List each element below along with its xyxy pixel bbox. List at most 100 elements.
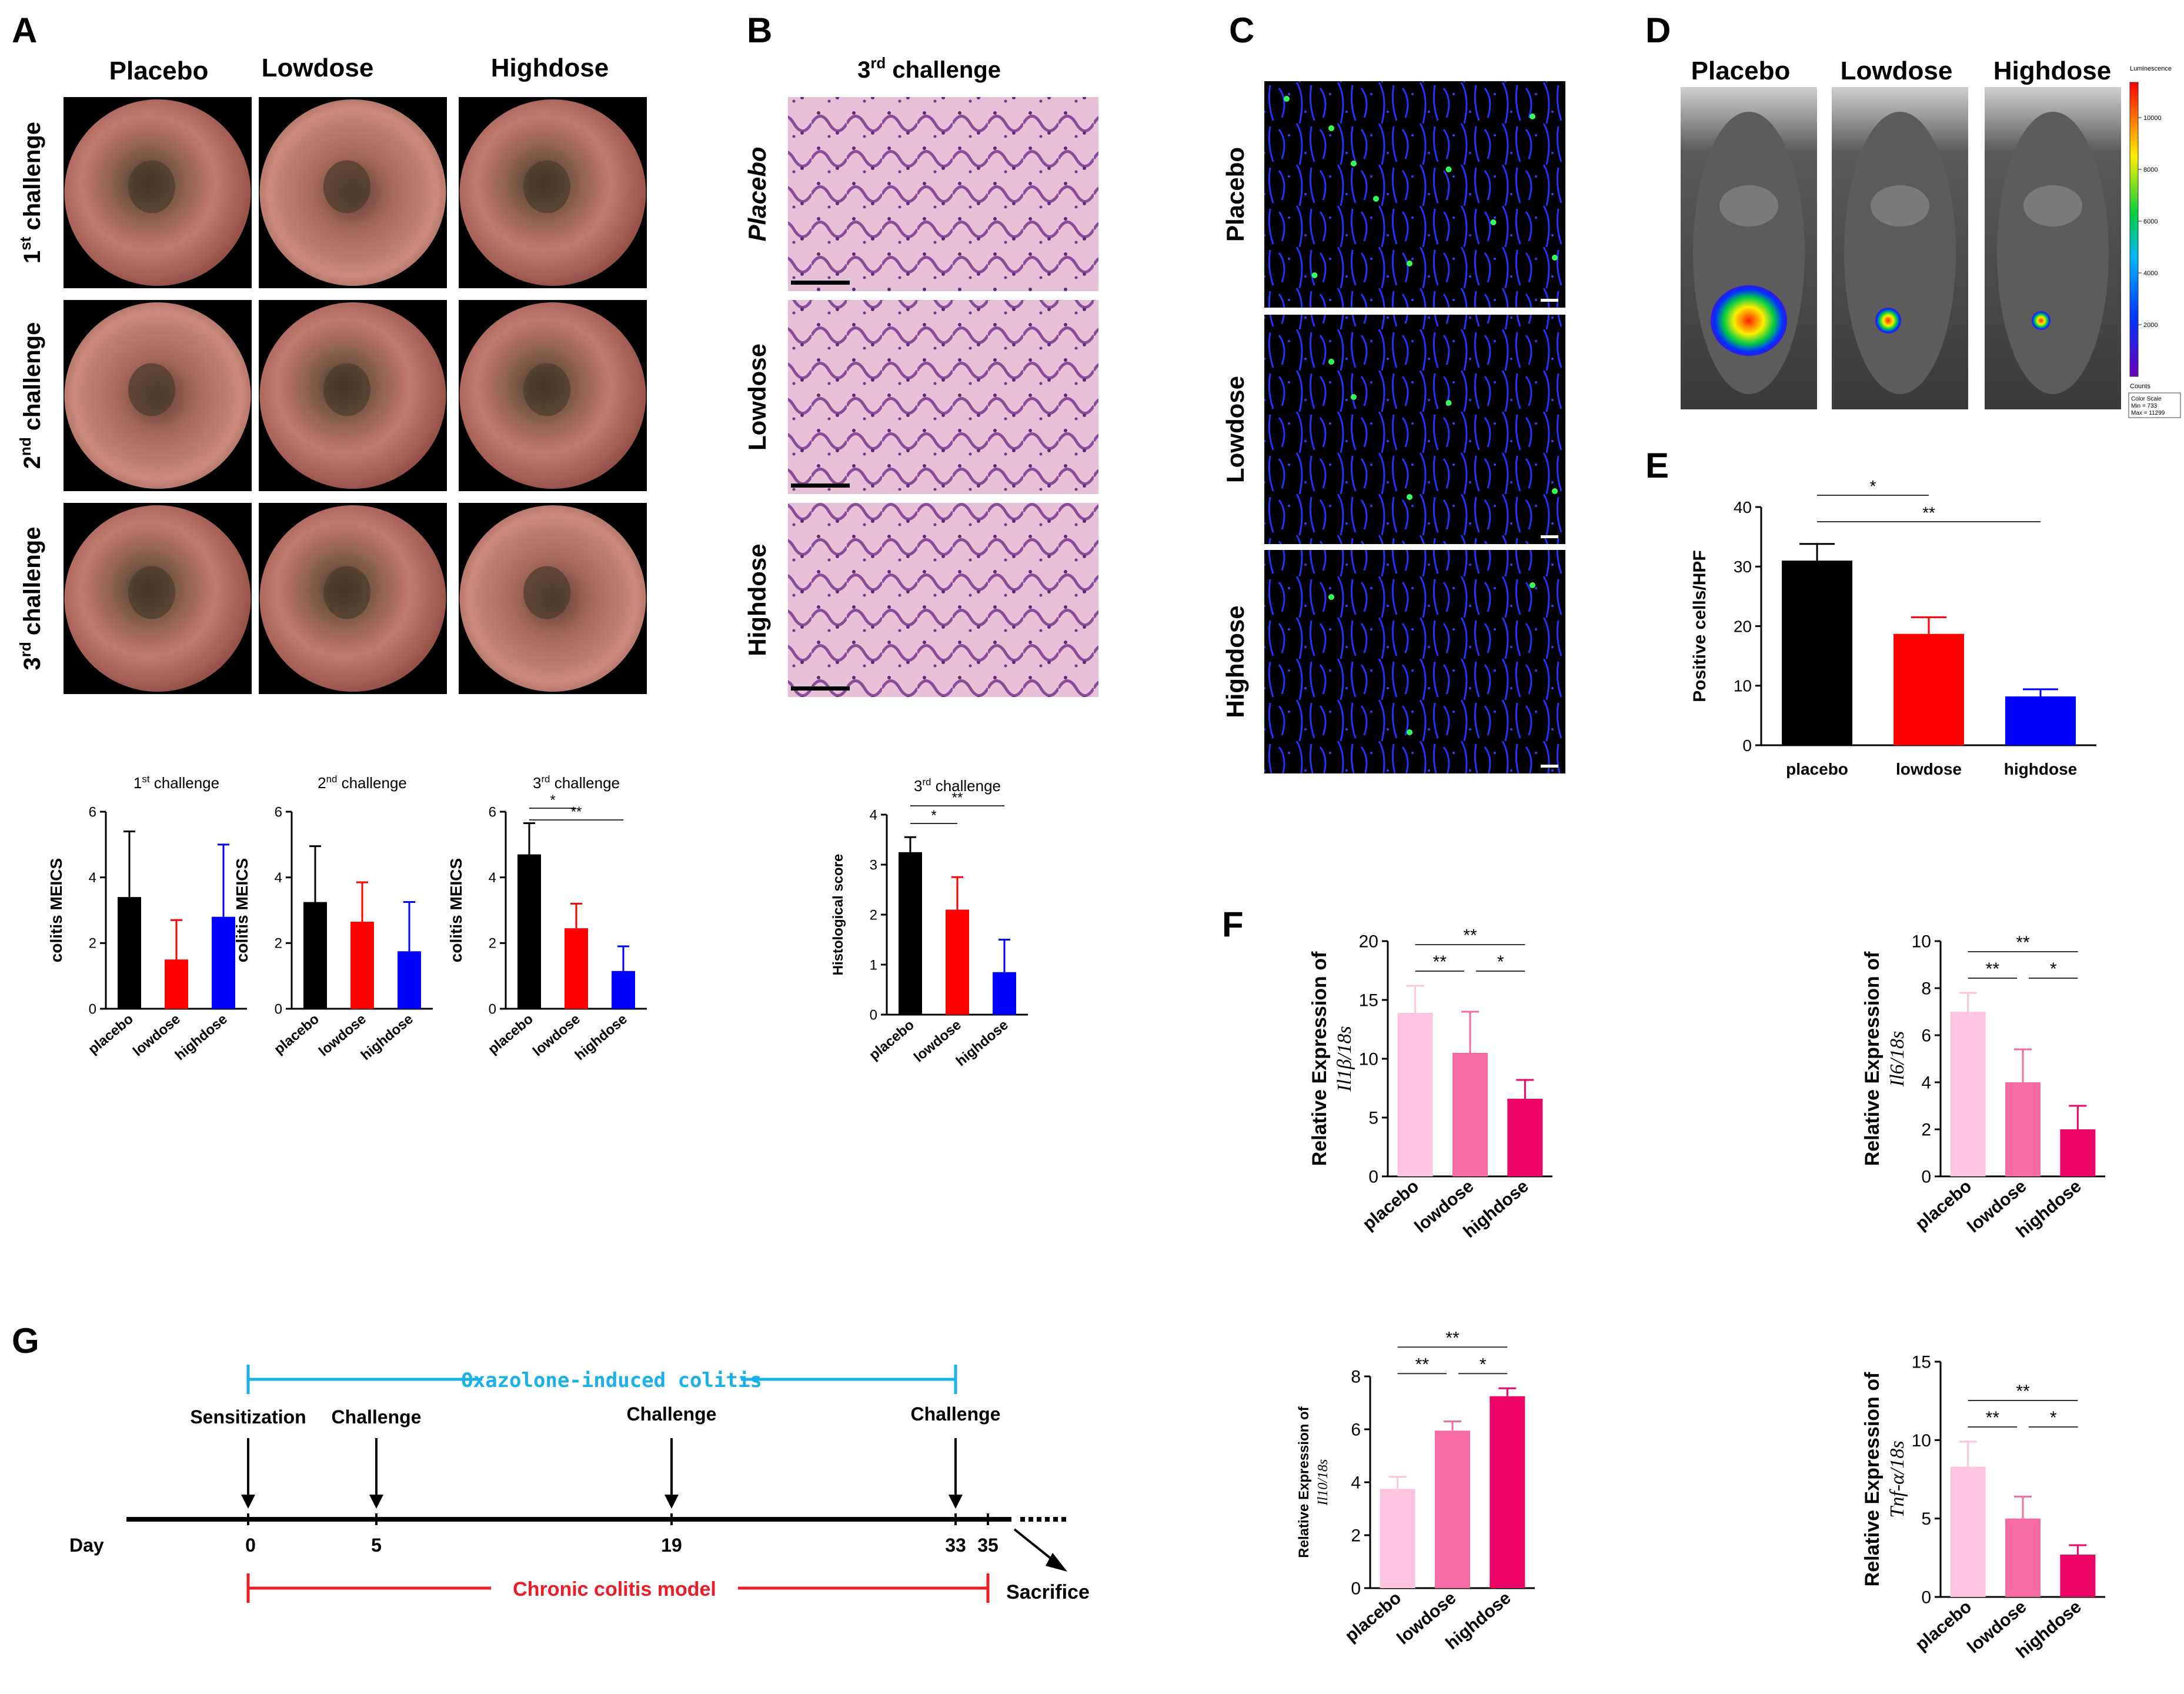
if-positive-cell	[1328, 594, 1334, 600]
y-tick-label: 0	[89, 1001, 96, 1017]
x-tick-label: highdose	[572, 1011, 630, 1063]
x-tick-label: highdose	[358, 1011, 416, 1063]
bar-placebo	[899, 852, 922, 1015]
panel-letter-E: E	[1645, 446, 1669, 485]
b-row-label-1: Placebo	[743, 146, 771, 241]
y-tick-label: 20	[1734, 617, 1752, 635]
y-tick-label: 2	[1351, 1526, 1361, 1546]
bar-highdose	[1507, 1099, 1543, 1176]
significance-label: *	[2050, 1408, 2057, 1428]
colorbar-title: Luminescence	[2130, 65, 2172, 72]
colorbar-tick-label: 4000	[2143, 270, 2158, 277]
y-tick-label: 8	[1351, 1368, 1361, 1387]
bar-highdose	[612, 971, 635, 1009]
y-axis-label-gene: Il6/18s	[1886, 1031, 1908, 1087]
y-axis-label: colitis MEICS	[233, 858, 251, 962]
y-tick-label: 1	[870, 957, 877, 973]
if-positive-cell	[1407, 261, 1412, 266]
panel-letter-F: F	[1222, 905, 1244, 944]
bar-placebo	[1397, 1013, 1433, 1176]
y-tick-label: 6	[275, 804, 282, 820]
colorbar-scale-line-3: Max = 11299	[2131, 410, 2165, 416]
if-positive-cell	[1530, 582, 1535, 588]
b-title: 3rd challenge	[857, 54, 1001, 83]
if-positive-cell	[1351, 394, 1357, 400]
label-bg	[482, 1363, 741, 1393]
colorbar-scale-line-1: Color Scale	[2131, 396, 2162, 402]
y-tick-label: 2	[89, 936, 96, 952]
y-tick-label: 0	[870, 1007, 877, 1023]
row-label-challenge-1: 1st challenge	[16, 122, 45, 264]
day-label-5: 5	[371, 1535, 382, 1556]
significance-label: **	[1986, 959, 2000, 979]
colorbar	[2129, 82, 2139, 377]
y-tick-label: 5	[1368, 1109, 1378, 1128]
event-arrow-head	[949, 1495, 963, 1509]
panel-g-timeline: Oxazolone-induced colitis Sensitization 0 C…	[69, 1363, 1090, 1603]
if-positive-cell	[1552, 488, 1558, 494]
y-tick-label: 4	[1351, 1473, 1361, 1493]
y-tick-label: 10	[1912, 932, 1931, 952]
histology-image-2	[788, 300, 1098, 494]
if-image-2	[1264, 315, 1565, 544]
event-arrow-head	[664, 1495, 679, 1509]
c-row-label-2: Lowdose	[1221, 376, 1249, 483]
endoscopy-lumen-center	[523, 566, 570, 619]
significance-label: **	[1433, 952, 1447, 972]
bar-lowdose	[946, 909, 969, 1015]
day-label-0: 0	[245, 1535, 256, 1556]
y-tick-label: 40	[1734, 498, 1752, 516]
y-tick-label: 8	[1921, 979, 1931, 999]
day-axis-label: Day	[69, 1535, 104, 1556]
luminescence-signal	[1711, 285, 1787, 356]
panel-letter-C: C	[1229, 11, 1254, 50]
y-tick-label: 10	[1912, 1431, 1931, 1450]
if-image-1	[1264, 81, 1565, 308]
c-row-label-1: Placebo	[1221, 147, 1249, 242]
y-tick-label: 0	[1921, 1168, 1931, 1187]
if-positive-cell	[1445, 400, 1452, 406]
mouse-head	[1871, 185, 1929, 226]
if-positive-cell	[1490, 219, 1497, 225]
bar-placebo	[1380, 1489, 1415, 1588]
y-tick-label: 4	[870, 807, 877, 823]
d-group-placebo: Placebo	[1691, 56, 1791, 85]
y-tick-label: 15	[1912, 1353, 1931, 1372]
significance-label: *	[931, 808, 936, 823]
x-tick-label: highdose	[953, 1017, 1011, 1069]
chart-title: 1st challenge	[133, 773, 219, 792]
if-positive-cell	[1373, 196, 1379, 202]
y-tick-label: 2	[870, 907, 877, 923]
if-positive-cell	[1407, 729, 1412, 735]
bar-lowdose	[1452, 1053, 1488, 1176]
event-label-3: Challenge	[911, 1403, 1001, 1425]
luminescence-signal	[1875, 308, 1901, 334]
y-tick-label: 0	[1742, 736, 1752, 755]
bar-highdose	[2005, 696, 2076, 745]
bar-highdose	[1490, 1396, 1525, 1588]
event-arrow-head	[241, 1495, 255, 1509]
significance-label: **	[1986, 1408, 2000, 1428]
significance-label: *	[1497, 952, 1504, 972]
bar-lowdose	[2005, 1518, 2041, 1597]
significance-label: *	[550, 792, 555, 808]
significance-label: **	[952, 790, 963, 806]
x-tick-label: placebo	[485, 1011, 536, 1058]
x-tick-label: highdose	[172, 1011, 231, 1063]
histology-image-3	[788, 503, 1098, 697]
y-axis-label-gene: Il1β/18s	[1334, 1026, 1355, 1092]
y-tick-label: 4	[489, 870, 496, 886]
y-tick-label: 0	[275, 1001, 282, 1017]
b-row-label-3: Highdose	[743, 543, 771, 656]
endoscopy-lumen-center	[128, 363, 175, 416]
oxazolone-label: Oxazolone-induced colitis	[461, 1369, 762, 1392]
y-axis-label: Histological score	[830, 854, 846, 976]
histology-image-1	[788, 97, 1098, 291]
group-label-highdose: Highdose	[491, 54, 609, 82]
bar-lowdose	[350, 922, 374, 1009]
y-axis-label: colitis MEICS	[47, 858, 65, 962]
if-positive-cell	[1328, 359, 1334, 365]
if-positive-cell	[1445, 166, 1452, 172]
if-positive-cell	[1328, 125, 1334, 131]
event-label-1: Challenge	[332, 1406, 422, 1428]
